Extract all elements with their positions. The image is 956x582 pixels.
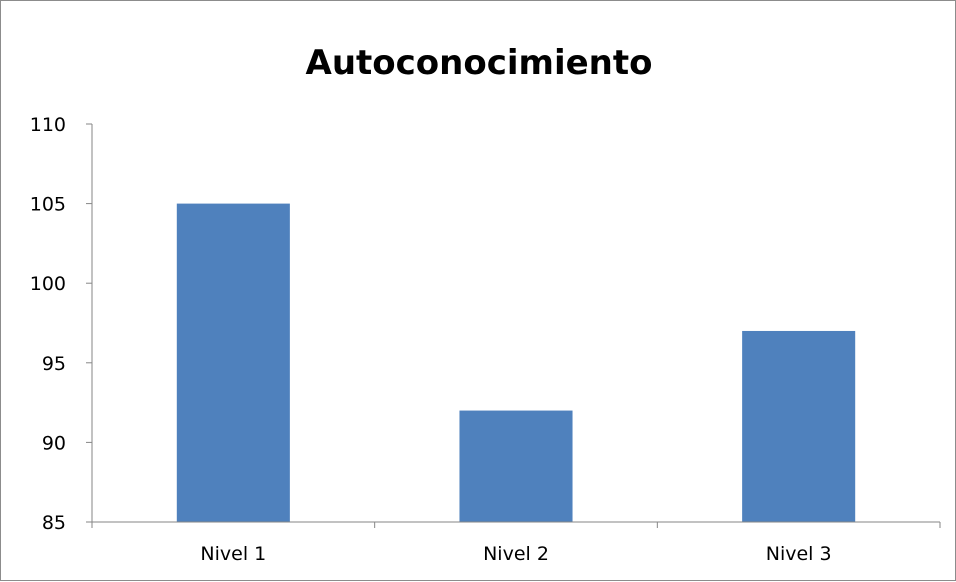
bars — [176, 203, 856, 522]
y-tick-label: 105 — [30, 194, 66, 216]
y-tick-label: 95 — [42, 353, 66, 375]
bar — [742, 330, 856, 522]
y-tick-label: 100 — [30, 273, 66, 295]
y-tick-label: 85 — [42, 512, 66, 534]
bar — [176, 203, 290, 522]
y-tick-label: 90 — [42, 432, 66, 454]
x-tick-label: Nivel 3 — [766, 543, 832, 565]
chart-title: Autoconocimiento — [306, 43, 653, 83]
y-tick-label: 110 — [30, 114, 66, 136]
x-tick-label: Nivel 1 — [200, 543, 266, 565]
x-axis-labels: Nivel 1 Nivel 2 Nivel 3 — [91, 522, 941, 565]
x-tick-label: Nivel 2 — [483, 543, 549, 565]
y-axis-ticks: 85 90 95 100 105 110 — [30, 114, 92, 534]
bar — [459, 410, 573, 522]
